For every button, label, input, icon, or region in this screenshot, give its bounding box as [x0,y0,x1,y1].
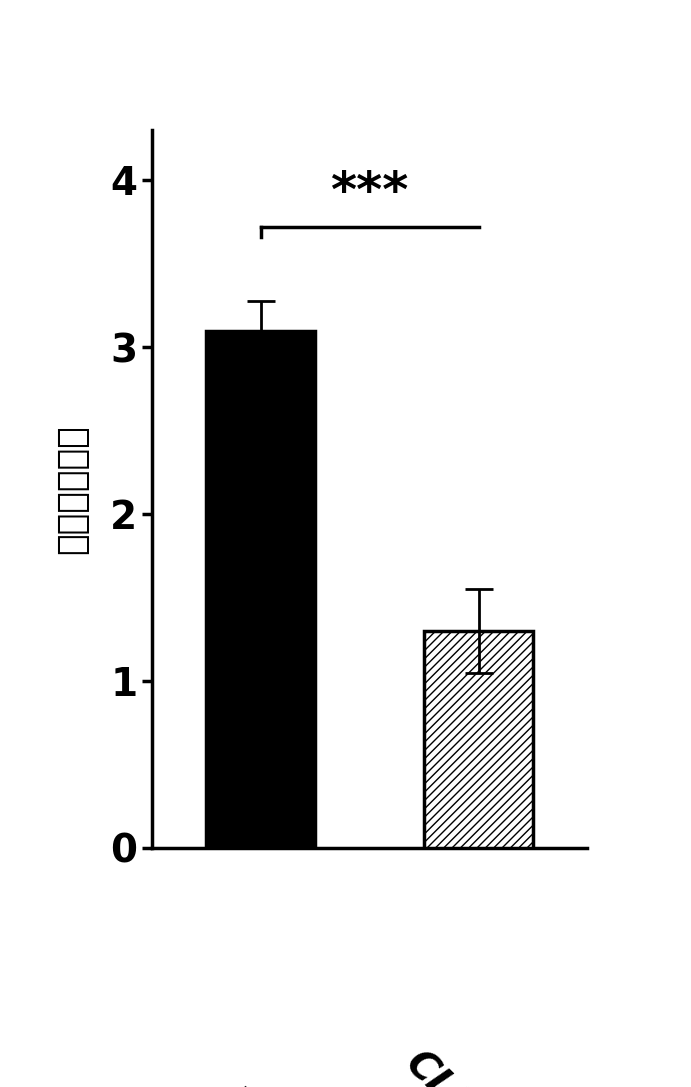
Text: CL1-R2: CL1-R2 [397,1045,533,1087]
Y-axis label: 新血管形成级: 新血管形成级 [55,424,89,554]
Text: 对照: 对照 [218,1083,277,1087]
Bar [207,330,315,848]
Bar [424,630,533,848]
Text: ***: *** [330,170,409,217]
